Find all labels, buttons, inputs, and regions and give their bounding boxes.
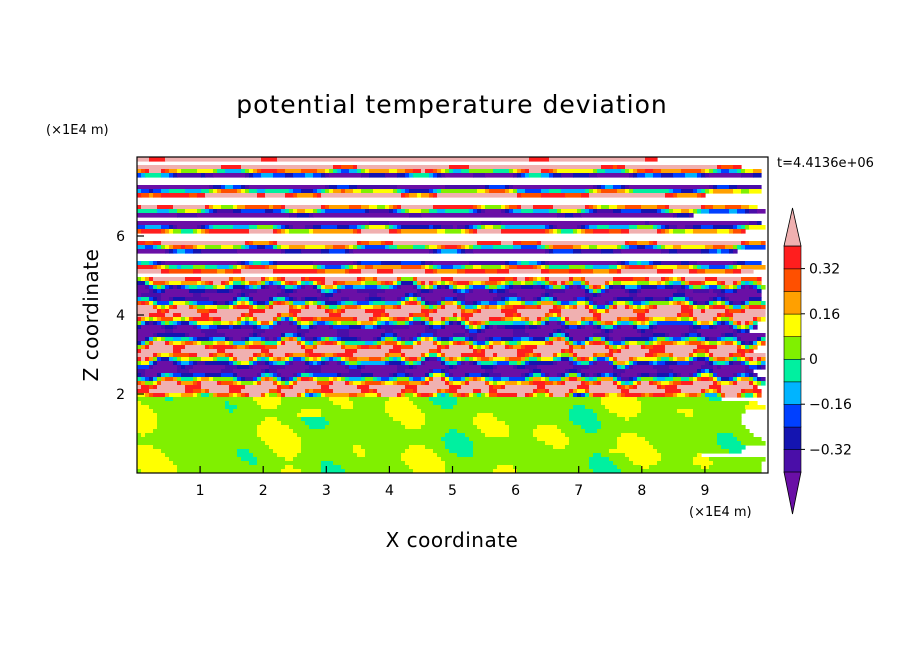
colorbar-label: 0.32 xyxy=(809,262,840,278)
colorbar-segment xyxy=(783,336,802,360)
x-unit-label: (×1E4 m) xyxy=(689,505,752,520)
colorbar-label: −0.16 xyxy=(809,397,852,413)
colorbar-label: 0.16 xyxy=(809,307,840,323)
x-tick-label: 9 xyxy=(700,483,709,499)
x-tick-label: 6 xyxy=(511,483,520,499)
z-unit-label: (×1E4 m) xyxy=(46,123,109,138)
x-tick-label: 7 xyxy=(574,483,583,499)
colorbar-segment xyxy=(783,313,802,337)
colorbar-segment xyxy=(783,449,802,473)
x-tick-label: 3 xyxy=(322,483,331,499)
colorbar-segment xyxy=(783,358,802,383)
chart-title: potential temperature deviation xyxy=(236,90,667,119)
colorbar-segment xyxy=(783,245,802,270)
colorbar-segment xyxy=(783,381,802,405)
x-tick-label: 2 xyxy=(259,483,268,499)
time-label: t=4.4136e+06 xyxy=(777,156,874,171)
z-tick-label: 2 xyxy=(116,387,125,403)
x-tick-label: 1 xyxy=(196,483,205,499)
z-axis-ticks: 2 4 6 xyxy=(116,229,144,403)
colorbar-segment xyxy=(783,426,802,450)
z-tick-label: 6 xyxy=(116,229,125,245)
x-tick-label: 4 xyxy=(385,483,394,499)
x-tick-label: 5 xyxy=(448,483,457,499)
z-axis-title: Z coordinate xyxy=(79,249,103,382)
colorbar-segment xyxy=(783,268,802,292)
x-axis-ticks: 1 2 3 4 5 6 7 8 9 xyxy=(196,466,709,499)
plot-area xyxy=(137,157,766,473)
colorbar: 0.32 0.16 0 −0.16 −0.32 xyxy=(783,207,852,515)
z-tick-label: 4 xyxy=(116,308,125,324)
colorbar-extend-max xyxy=(783,207,802,247)
colorbar-label: −0.32 xyxy=(809,442,852,458)
x-axis-title: X coordinate xyxy=(386,528,519,552)
colorbar-extend-min xyxy=(783,471,802,515)
colorbar-segment xyxy=(783,290,802,315)
colorbar-label: 0 xyxy=(809,352,818,368)
colorbar-segment xyxy=(783,403,802,428)
x-tick-label: 8 xyxy=(637,483,646,499)
